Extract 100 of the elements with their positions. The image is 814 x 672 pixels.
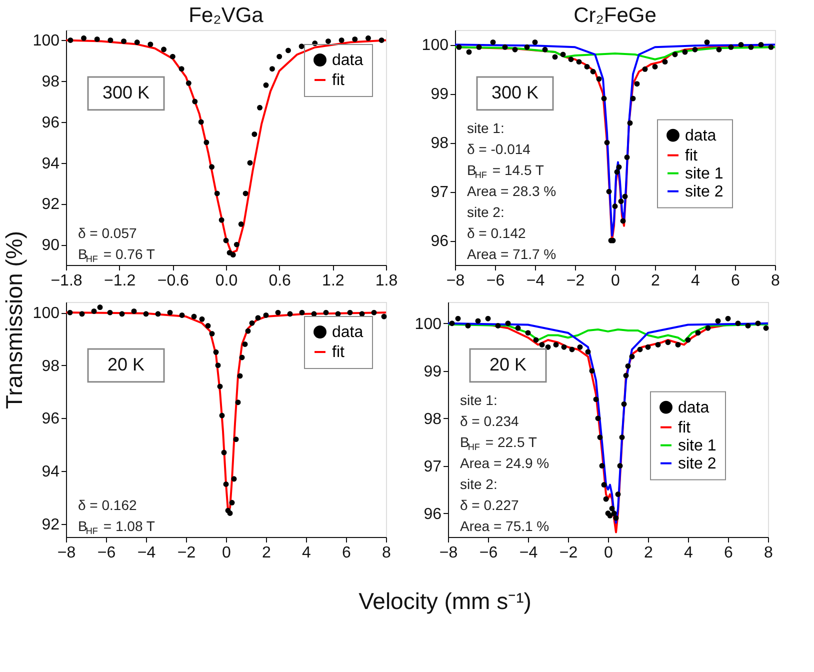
point xyxy=(685,337,691,343)
point xyxy=(97,304,103,310)
point xyxy=(735,320,741,326)
point xyxy=(466,49,472,55)
x-tick-label: −2 xyxy=(559,544,578,562)
point xyxy=(725,316,731,322)
point xyxy=(624,154,630,160)
x-tick-label: 0 xyxy=(222,544,232,562)
legend-label: fit xyxy=(685,147,698,164)
x-tick-label: −1.2 xyxy=(104,272,136,290)
legend-label: data xyxy=(678,399,710,416)
point xyxy=(148,42,154,48)
annotation: site 2: xyxy=(467,204,504,220)
point xyxy=(179,312,185,318)
y-tick-label: 99 xyxy=(424,363,442,380)
point xyxy=(704,40,710,45)
point xyxy=(665,340,671,346)
y-tick-label: 96 xyxy=(424,506,442,523)
chart-title: Fe₂VGa xyxy=(188,4,264,27)
point xyxy=(455,316,461,322)
x-tick-label: 0 xyxy=(604,544,614,562)
legend-label: fit xyxy=(332,344,345,361)
point xyxy=(242,190,248,196)
chart-title: Cr₂FeGe xyxy=(574,4,656,27)
annotation: Area = 28.3 % xyxy=(467,183,556,199)
point xyxy=(612,204,618,209)
point xyxy=(620,218,626,224)
point xyxy=(614,169,620,175)
x-tick-label: 0.0 xyxy=(215,272,238,290)
x-tick-label: 4 xyxy=(691,272,700,290)
x-tick-label: 1.2 xyxy=(322,272,344,290)
point xyxy=(234,242,240,248)
point xyxy=(625,363,631,369)
point xyxy=(642,66,648,72)
point xyxy=(758,42,764,48)
annotation: 20 K xyxy=(107,354,145,374)
point xyxy=(616,164,622,170)
x-tick-label: −1.8 xyxy=(50,272,82,290)
point xyxy=(192,98,198,104)
annotation: 20 K xyxy=(489,354,527,374)
point xyxy=(553,342,559,348)
legend-label: data xyxy=(685,127,716,144)
legend-label: fit xyxy=(678,419,691,436)
y-tick-label: 100 xyxy=(422,37,449,54)
point xyxy=(204,140,210,146)
point xyxy=(107,310,113,316)
y-tick-label: 92 xyxy=(42,196,60,214)
point xyxy=(525,330,531,336)
point xyxy=(217,384,223,390)
x-tick-label: 2 xyxy=(644,544,654,562)
point xyxy=(186,80,192,86)
point xyxy=(629,354,635,360)
point xyxy=(593,396,599,402)
x-tick-label: −2 xyxy=(566,272,585,290)
point xyxy=(524,44,530,50)
point xyxy=(637,346,643,352)
point xyxy=(692,46,698,52)
point xyxy=(607,512,613,518)
x-tick-label: 8 xyxy=(764,544,774,562)
y-tick-label: 100 xyxy=(414,316,442,333)
point xyxy=(763,325,769,331)
x-tick-label: 2 xyxy=(651,272,660,290)
point xyxy=(515,325,521,331)
point xyxy=(645,344,651,350)
point xyxy=(285,48,291,54)
point xyxy=(505,320,511,326)
point xyxy=(552,54,558,60)
point xyxy=(338,37,344,43)
point xyxy=(218,217,224,223)
point xyxy=(495,323,501,328)
x-tick-label: 0 xyxy=(611,272,620,290)
point xyxy=(263,312,269,318)
y-tick-label: 98 xyxy=(424,410,442,428)
x-axis-title: Velocity (mm s⁻¹) xyxy=(358,588,532,614)
point xyxy=(597,434,603,440)
point xyxy=(257,104,263,110)
point xyxy=(178,66,184,72)
point xyxy=(276,54,282,60)
annotation: site 1: xyxy=(460,392,498,408)
x-tick-label: −8 xyxy=(57,544,76,562)
point xyxy=(601,482,607,488)
x-tick-label: 0.6 xyxy=(268,272,292,290)
point xyxy=(569,346,575,352)
legend-label: site 2 xyxy=(678,455,716,472)
point xyxy=(205,323,211,328)
point xyxy=(247,160,253,166)
point xyxy=(209,330,215,336)
x-tick-label: −6 xyxy=(486,272,505,290)
point xyxy=(533,337,539,343)
point xyxy=(68,37,74,43)
x-tick-label: 4 xyxy=(302,544,312,562)
point xyxy=(748,44,754,50)
point xyxy=(79,311,85,317)
point xyxy=(475,318,481,324)
y-tick-label: 94 xyxy=(42,463,60,480)
point xyxy=(91,308,97,314)
y-tick-label: 98 xyxy=(42,74,60,91)
point xyxy=(242,342,248,347)
point xyxy=(237,373,243,379)
annotation: 300 K xyxy=(491,82,539,102)
